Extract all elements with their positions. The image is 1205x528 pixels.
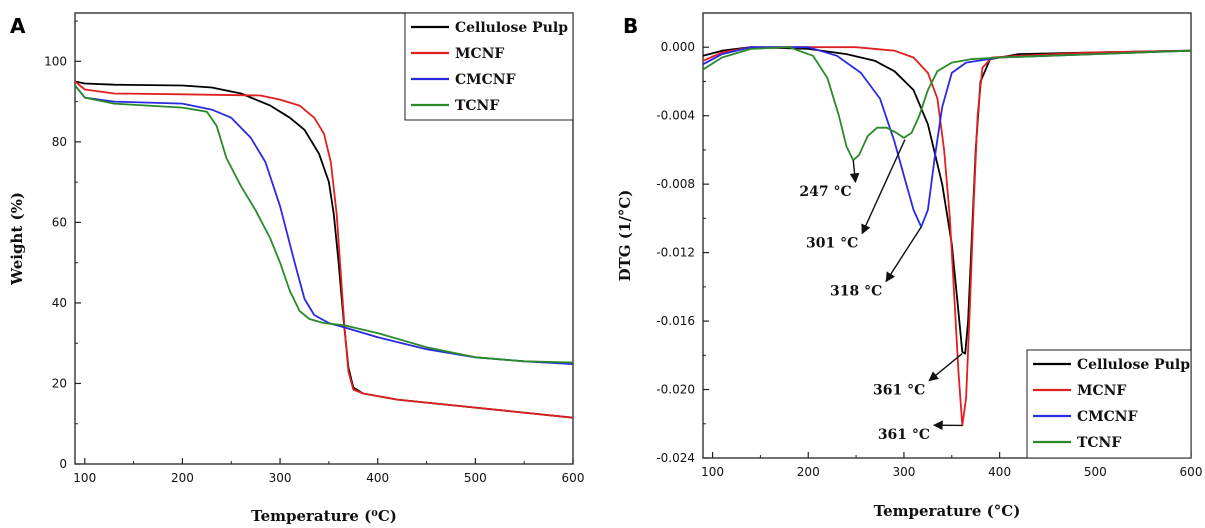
x-tick-label: 600: [1180, 465, 1203, 479]
y-tick-label: -0.016: [656, 314, 695, 328]
series-line-cellulose-pulp: [75, 80, 573, 419]
legend-label: TCNF: [1077, 435, 1121, 451]
plot-frame: [74, 12, 574, 465]
series-line-cmcnf: [75, 84, 573, 365]
x-tick-label: 300: [269, 471, 292, 485]
legend-box: [404, 12, 574, 121]
annotation-arrow: [885, 226, 922, 283]
x-tick-label: 100: [701, 465, 724, 479]
series-line-tcnf: [703, 46, 1191, 162]
y-tick-label: 0.000: [661, 40, 695, 54]
annotation-label: 361 °C: [878, 427, 930, 443]
y-tick-label: 0: [59, 457, 67, 471]
legend-label: Cellulose Pulp: [455, 20, 568, 36]
legend-label: Cellulose Pulp: [1077, 357, 1190, 373]
x-tick-label: 500: [1084, 465, 1107, 479]
legend-label: CMCNF: [455, 72, 516, 88]
series-line-mcnf: [703, 46, 1191, 427]
annotation-arrow: [928, 353, 963, 382]
y-tick-label: -0.008: [656, 177, 695, 191]
annotation-arrow: [861, 139, 906, 235]
series-line-cellulose-pulp: [703, 46, 1191, 355]
series-line-mcnf: [75, 80, 573, 419]
x-tick-label: 100: [73, 471, 96, 485]
x-tick-label: 400: [366, 471, 389, 485]
series-line-tcnf: [75, 84, 573, 364]
x-tick-label: 600: [562, 471, 585, 485]
y-tick-label: -0.012: [656, 246, 695, 260]
y-axis-title: Weight (%): [8, 192, 26, 286]
y-tick-label: -0.020: [656, 383, 695, 397]
panel-letter: A: [10, 14, 26, 38]
y-tick-label: 40: [52, 296, 67, 310]
annotation-arrow: [849, 160, 860, 184]
chart-panel-a: A 100 200 300 400 500 600 0 20 40 60 80 100 Temperatu…: [8, 12, 585, 525]
series-line-cmcnf: [703, 46, 1191, 228]
y-tick-label: 20: [52, 376, 67, 390]
x-tick-label: 500: [464, 471, 487, 485]
y-tick-label: 80: [52, 135, 67, 149]
y-tick-label: -0.024: [656, 451, 695, 465]
y-tick-label: 100: [44, 54, 67, 68]
annotation-label: 247 °C: [799, 184, 851, 200]
y-axis-title: DTG (1/°C): [616, 190, 634, 282]
legend-box: [1026, 349, 1192, 459]
x-tick-label: 200: [797, 465, 820, 479]
annotation-label: 301 °C: [806, 235, 858, 251]
x-axis-title: Temperature (⁰C): [251, 507, 397, 525]
x-axis-title: Temperature (°C): [874, 502, 1021, 520]
x-tick-label: 200: [171, 471, 194, 485]
legend-label: CMCNF: [1077, 409, 1138, 425]
y-tick-label: 60: [52, 215, 67, 229]
y-tick-label: -0.004: [656, 109, 695, 123]
panel-letter: B: [623, 14, 638, 38]
legend-label: MCNF: [455, 46, 504, 62]
chart-panel-b: B 100 200 300 400 500 600 0.000 -0.004 -0.008 -0.0…: [616, 12, 1203, 520]
legend-label: TCNF: [455, 98, 499, 114]
annotation-label: 361 °C: [873, 383, 925, 399]
legend-label: MCNF: [1077, 383, 1126, 399]
annotation-label: 318 °C: [830, 283, 882, 299]
x-tick-label: 300: [892, 465, 915, 479]
plot-frame: [702, 12, 1192, 459]
x-tick-label: 400: [988, 465, 1011, 479]
